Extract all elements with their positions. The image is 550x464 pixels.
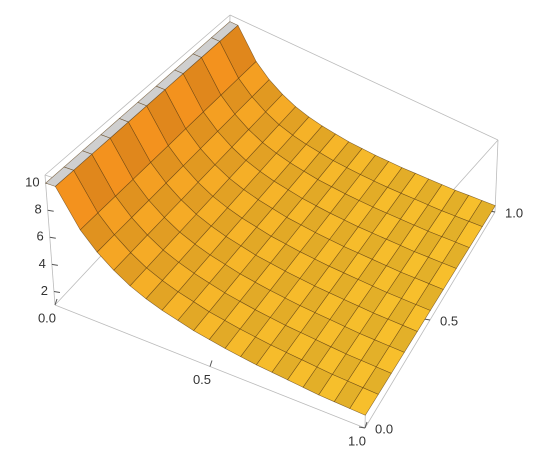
box-edge (494, 139, 499, 213)
x-tick-label: 1.0 (348, 433, 366, 448)
z-tick-label: 8 (34, 202, 41, 217)
box-edge (229, 14, 499, 141)
y-tick (358, 426, 366, 429)
y-tick-label: 1.0 (505, 205, 523, 220)
y-tick-label: 0.0 (375, 421, 393, 436)
z-tick-label: 4 (39, 256, 46, 271)
x-tick (54, 298, 58, 306)
z-tick (51, 263, 58, 266)
x-tick-label: 0.0 (38, 310, 56, 325)
x-tick (364, 421, 368, 429)
z-tick-label: 10 (25, 175, 39, 190)
box-edge (44, 14, 231, 176)
z-tick-label: 2 (41, 283, 48, 298)
y-tick-label: 0.5 (440, 313, 458, 328)
x-tick-label: 0.5 (193, 372, 211, 387)
x-tick (209, 360, 213, 367)
z-tick (47, 209, 54, 212)
z-tick (53, 290, 61, 293)
surface-cell (45, 166, 75, 187)
z-tick (49, 236, 56, 239)
box-edge (44, 174, 56, 306)
z-tick-label: 6 (37, 229, 44, 244)
